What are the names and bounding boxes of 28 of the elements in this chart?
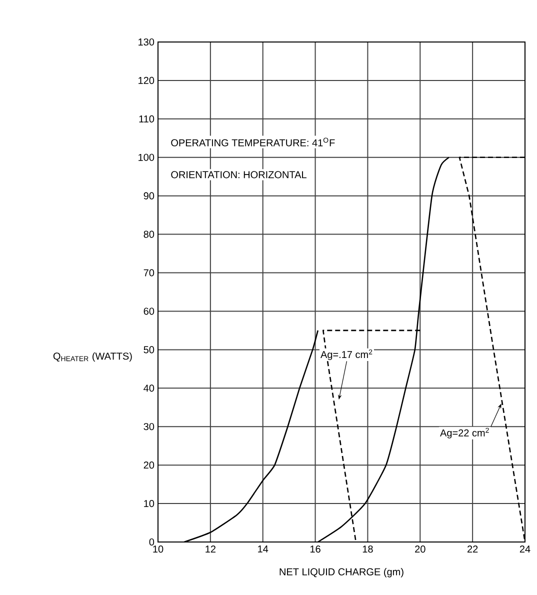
y-tick-label: 120 bbox=[138, 76, 154, 84]
y-tick-label: 70 bbox=[144, 269, 154, 276]
annotation: Ag=22 cm$^{2}$ bbox=[440, 428, 489, 438]
x-tick-label: 22 bbox=[468, 546, 478, 553]
x-tick-label: 14 bbox=[258, 546, 268, 552]
y-tick-label: 20 bbox=[144, 462, 154, 469]
y-tick-label: 110 bbox=[139, 115, 154, 122]
x-tick-label: 24 bbox=[520, 546, 530, 553]
x-tick-label: 12 bbox=[206, 546, 216, 553]
x-tick-label: 10 bbox=[153, 546, 164, 553]
x-axis-title: NET LIQUID CHARGE (gm) bbox=[280, 568, 404, 578]
annotation: Ag=.17 cm$^{2}$ bbox=[320, 349, 372, 360]
y-tick-label: 60 bbox=[144, 308, 154, 315]
y-axis-title: Q$_{HEATER}$ (WATTS) bbox=[53, 352, 132, 362]
y-tick-label: 10 bbox=[144, 500, 154, 508]
y-tick-label: 30 bbox=[144, 423, 154, 430]
annotation: ORIENTATION: HORIZONTAL bbox=[171, 171, 306, 178]
y-tick-label: 80 bbox=[144, 230, 154, 238]
y-tick-label: 40 bbox=[144, 384, 154, 392]
x-tick-label: 16 bbox=[310, 546, 320, 553]
y-tick-label: 50 bbox=[144, 346, 154, 354]
annotation: OPERATING TEMPERATURE: 41$^{O}$F bbox=[171, 138, 335, 146]
y-tick-label: 0 bbox=[149, 538, 154, 546]
x-tick-label: 20 bbox=[415, 546, 426, 553]
y-tick-label: 130 bbox=[138, 38, 154, 46]
x-tick-label: 18 bbox=[362, 546, 373, 553]
y-tick-label: 100 bbox=[138, 154, 154, 161]
y-tick-label: 90 bbox=[144, 192, 154, 200]
